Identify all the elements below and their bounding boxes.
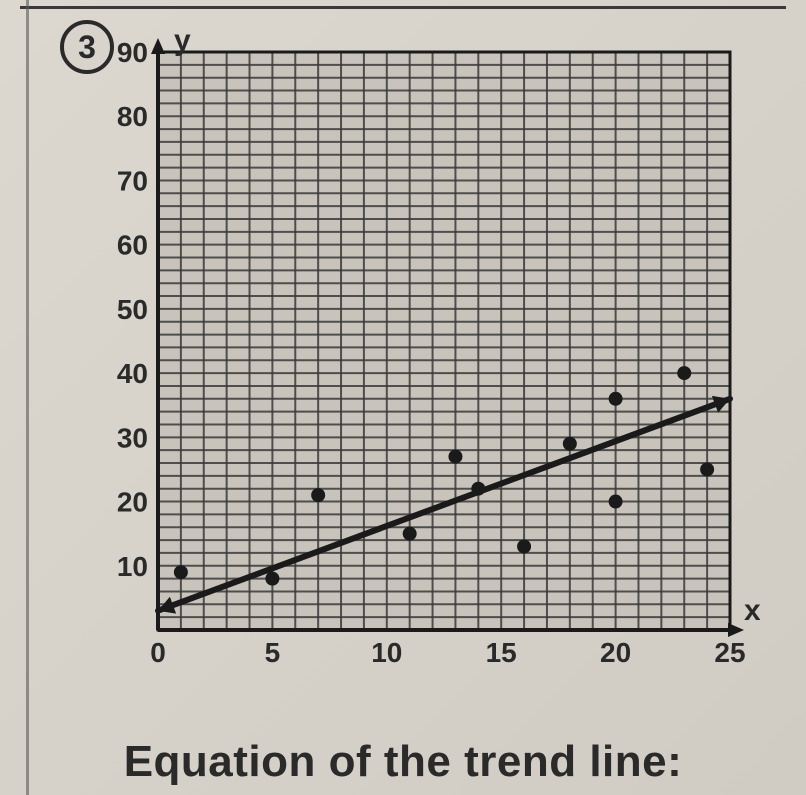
- caption: Equation of the trend line:: [0, 737, 806, 787]
- svg-text:10: 10: [371, 637, 402, 668]
- svg-text:25: 25: [714, 637, 745, 668]
- svg-text:y: y: [174, 30, 191, 57]
- scatter-chart: 10 20 30 40 50 60 70 80 90 0 5 10 15 20 25 y x: [80, 30, 760, 690]
- svg-text:60: 60: [117, 230, 148, 261]
- svg-text:0: 0: [150, 637, 166, 668]
- svg-text:30: 30: [117, 422, 148, 453]
- svg-text:10: 10: [117, 551, 148, 582]
- svg-text:x: x: [744, 594, 760, 627]
- left-margin-rule: [26, 0, 29, 795]
- top-rule: [20, 6, 786, 9]
- chart-svg: 10 20 30 40 50 60 70 80 90 0 5 10 15 20 25 y x: [80, 30, 760, 690]
- svg-text:20: 20: [600, 637, 631, 668]
- svg-text:70: 70: [117, 165, 148, 196]
- svg-text:90: 90: [117, 37, 148, 68]
- svg-text:50: 50: [117, 294, 148, 325]
- svg-text:15: 15: [486, 637, 517, 668]
- svg-text:20: 20: [117, 487, 148, 518]
- svg-text:80: 80: [117, 101, 148, 132]
- page: 3 1020304050607080900510152025yx Equatio…: [0, 0, 806, 795]
- svg-text:40: 40: [117, 358, 148, 389]
- svg-text:5: 5: [265, 637, 281, 668]
